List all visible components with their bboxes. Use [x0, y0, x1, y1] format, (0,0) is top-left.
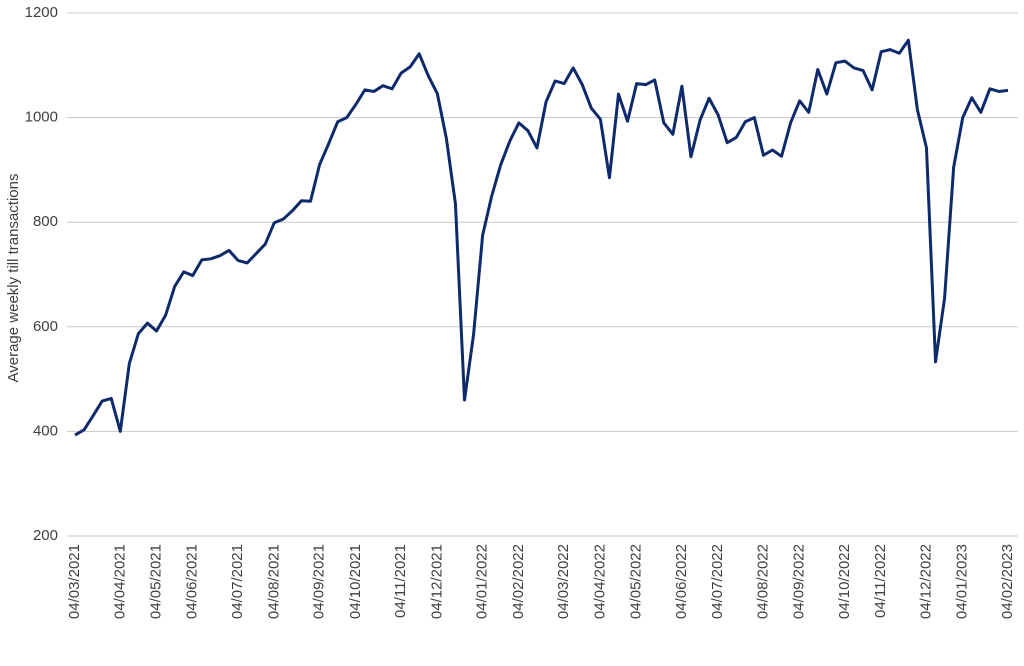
- x-tick-label: 04/08/2021: [265, 544, 282, 619]
- x-tick-label: 04/12/2021: [428, 544, 445, 619]
- x-tick-label: 04/11/2022: [872, 544, 889, 618]
- x-tick-label: 04/05/2022: [628, 544, 645, 619]
- y-tick-label: 600: [33, 318, 58, 335]
- x-tick-label: 04/07/2021: [229, 544, 246, 619]
- x-tick-label: 04/08/2022: [754, 544, 771, 619]
- y-tick-label: 1000: [25, 109, 58, 126]
- y-tick-label: 200: [33, 527, 58, 544]
- x-tick-label: 04/02/2023: [999, 544, 1016, 619]
- x-tick-label: 04/09/2021: [311, 544, 328, 619]
- x-tick-label: 04/06/2021: [184, 544, 201, 619]
- x-tick-label: 04/02/2022: [510, 544, 527, 619]
- x-tick-label: 04/06/2022: [673, 544, 690, 619]
- x-tick-label: 04/12/2022: [917, 544, 934, 619]
- x-tick-label: 04/07/2022: [709, 544, 726, 619]
- x-tick-label: 04/03/2021: [66, 544, 83, 619]
- x-tick-label: 04/10/2021: [347, 544, 364, 619]
- x-tick-label: 04/10/2022: [836, 544, 853, 619]
- y-tick-label: 400: [33, 422, 58, 439]
- y-axis-label: Average weekly till transactions: [5, 174, 22, 383]
- x-tick-label: 04/09/2022: [791, 544, 808, 619]
- y-tick-label: 1200: [25, 4, 58, 21]
- data-line: [74, 38, 1009, 437]
- x-tick-label: 04/04/2021: [111, 544, 128, 619]
- x-tick-label: 04/05/2021: [147, 544, 164, 619]
- x-tick-label: 04/03/2022: [555, 544, 572, 619]
- x-tick-label: 04/04/2022: [591, 544, 608, 619]
- x-tick-label: 04/01/2022: [474, 544, 491, 619]
- y-tick-label: 800: [33, 213, 58, 230]
- x-tick-label: 04/01/2023: [954, 544, 971, 619]
- x-tick-label: 04/11/2021: [392, 544, 409, 618]
